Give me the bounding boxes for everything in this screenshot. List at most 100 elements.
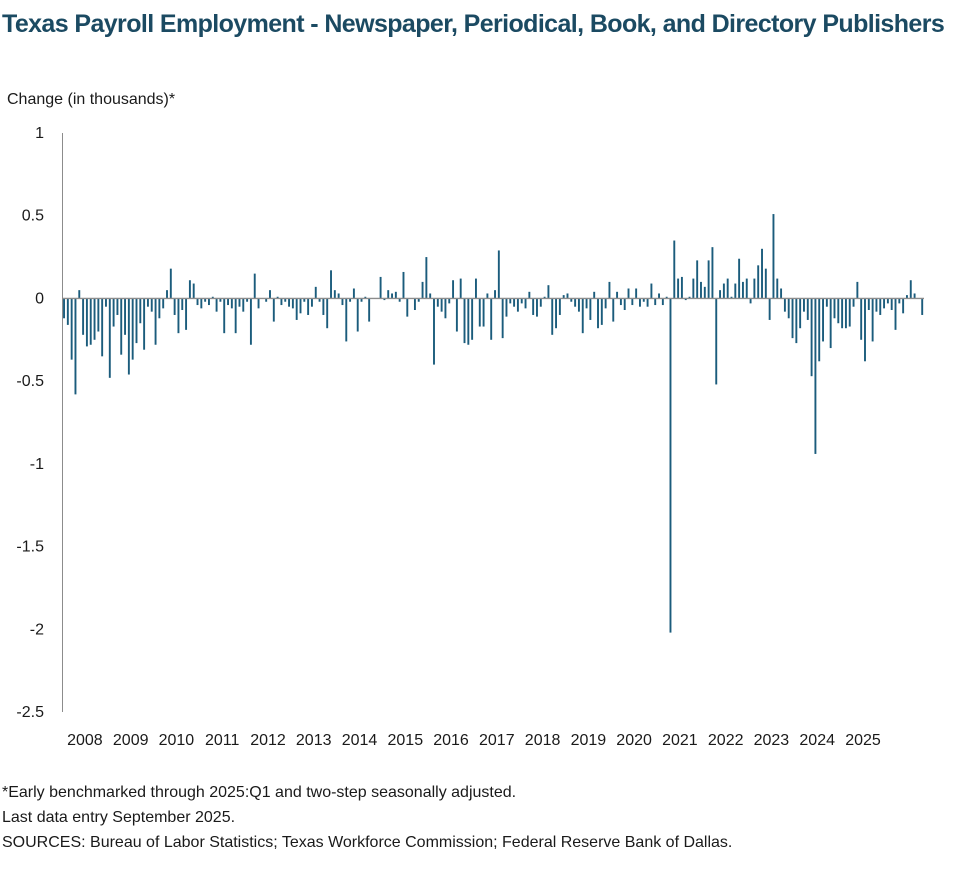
data-bar bbox=[665, 296, 668, 299]
data-bar bbox=[520, 298, 523, 304]
data-bar bbox=[738, 258, 741, 299]
data-bar bbox=[85, 298, 88, 347]
data-bar bbox=[627, 288, 630, 299]
data-bar bbox=[898, 298, 901, 304]
data-bar bbox=[299, 298, 302, 314]
x-tick-label: 2021 bbox=[662, 732, 698, 749]
data-bar bbox=[249, 298, 252, 345]
data-bar bbox=[185, 298, 188, 330]
data-bar bbox=[776, 278, 779, 299]
data-bar bbox=[291, 298, 294, 309]
data-bar bbox=[661, 298, 664, 306]
data-bar bbox=[326, 298, 329, 329]
data-bar bbox=[883, 298, 886, 309]
data-bar bbox=[585, 298, 588, 309]
data-bar bbox=[387, 290, 390, 299]
data-bar bbox=[413, 298, 416, 311]
data-bar bbox=[688, 296, 691, 299]
data-bar bbox=[131, 298, 134, 360]
data-bar bbox=[795, 298, 798, 344]
data-bar bbox=[844, 298, 847, 329]
data-bar bbox=[181, 298, 184, 311]
data-bar bbox=[658, 293, 660, 299]
data-bar bbox=[398, 298, 401, 302]
data-bar bbox=[589, 298, 592, 320]
data-bar bbox=[841, 298, 844, 329]
data-bar bbox=[143, 298, 146, 350]
data-bar bbox=[909, 280, 912, 299]
data-bar bbox=[70, 298, 73, 360]
data-bar bbox=[669, 298, 672, 633]
data-bar bbox=[577, 298, 580, 312]
data-bar bbox=[345, 298, 348, 342]
footnote-last-entry: Last data entry September 2025. bbox=[2, 809, 236, 826]
x-tick-label: 2010 bbox=[159, 732, 195, 749]
data-bar bbox=[864, 298, 866, 362]
x-tick-label: 2025 bbox=[845, 732, 881, 749]
data-bar bbox=[593, 291, 596, 299]
data-bar bbox=[234, 298, 237, 334]
data-bar bbox=[108, 298, 111, 378]
data-bar bbox=[66, 298, 69, 325]
data-bar bbox=[700, 281, 702, 299]
data-bar bbox=[642, 298, 645, 302]
data-bar bbox=[211, 296, 214, 299]
data-bar bbox=[436, 298, 439, 307]
data-bar bbox=[829, 298, 832, 349]
data-bar bbox=[684, 298, 687, 301]
y-tick-label: 0 bbox=[35, 290, 44, 307]
y-tick-label: -2.5 bbox=[16, 704, 44, 721]
y-tick-label: -0.5 bbox=[16, 373, 44, 390]
data-bar bbox=[177, 298, 180, 334]
data-bar bbox=[139, 298, 142, 324]
data-bar bbox=[825, 298, 828, 307]
data-bar bbox=[429, 293, 432, 299]
data-bar bbox=[745, 278, 748, 299]
data-bar bbox=[276, 296, 279, 299]
data-bar bbox=[757, 265, 760, 299]
data-bar bbox=[764, 268, 767, 299]
data-bar bbox=[509, 298, 512, 304]
data-bar bbox=[223, 298, 226, 334]
data-bar bbox=[150, 298, 153, 312]
data-bar bbox=[402, 271, 405, 299]
data-bar bbox=[707, 260, 710, 299]
data-bar bbox=[265, 298, 268, 302]
data-bar bbox=[581, 298, 584, 334]
data-bar bbox=[356, 298, 359, 332]
data-bar bbox=[475, 278, 477, 299]
data-bar bbox=[532, 298, 535, 315]
data-bar bbox=[352, 288, 355, 299]
data-bar bbox=[310, 298, 313, 307]
data-bar bbox=[257, 298, 260, 309]
data-bar bbox=[551, 298, 554, 335]
data-bar bbox=[803, 298, 805, 312]
data-bar bbox=[208, 298, 210, 306]
data-bar bbox=[639, 298, 641, 307]
data-bar bbox=[619, 298, 622, 306]
data-bar bbox=[455, 298, 458, 332]
data-bar bbox=[913, 293, 916, 299]
data-bar bbox=[574, 298, 577, 307]
data-bar bbox=[253, 273, 256, 299]
data-bar bbox=[547, 285, 550, 299]
footer-notes: *Early benchmarked through 2025:Q1 and t… bbox=[2, 780, 732, 855]
data-bar bbox=[349, 298, 352, 302]
data-bar bbox=[680, 276, 683, 299]
y-tick-label: -2 bbox=[30, 621, 44, 638]
data-bar bbox=[494, 290, 496, 299]
data-bar bbox=[120, 298, 123, 355]
data-bar bbox=[623, 298, 626, 311]
data-bar bbox=[860, 298, 863, 340]
data-bar bbox=[246, 298, 249, 302]
x-tick-label: 2009 bbox=[113, 732, 149, 749]
x-tick-label: 2013 bbox=[296, 732, 332, 749]
x-tick-label: 2012 bbox=[250, 732, 286, 749]
x-tick-label: 2014 bbox=[342, 732, 378, 749]
data-bar bbox=[269, 290, 271, 299]
data-bar bbox=[452, 280, 455, 299]
data-bar bbox=[650, 283, 653, 299]
data-bar bbox=[806, 298, 809, 320]
data-bar bbox=[837, 298, 840, 324]
chart-title: Texas Payroll Employment - Newspaper, Pe… bbox=[2, 10, 945, 38]
